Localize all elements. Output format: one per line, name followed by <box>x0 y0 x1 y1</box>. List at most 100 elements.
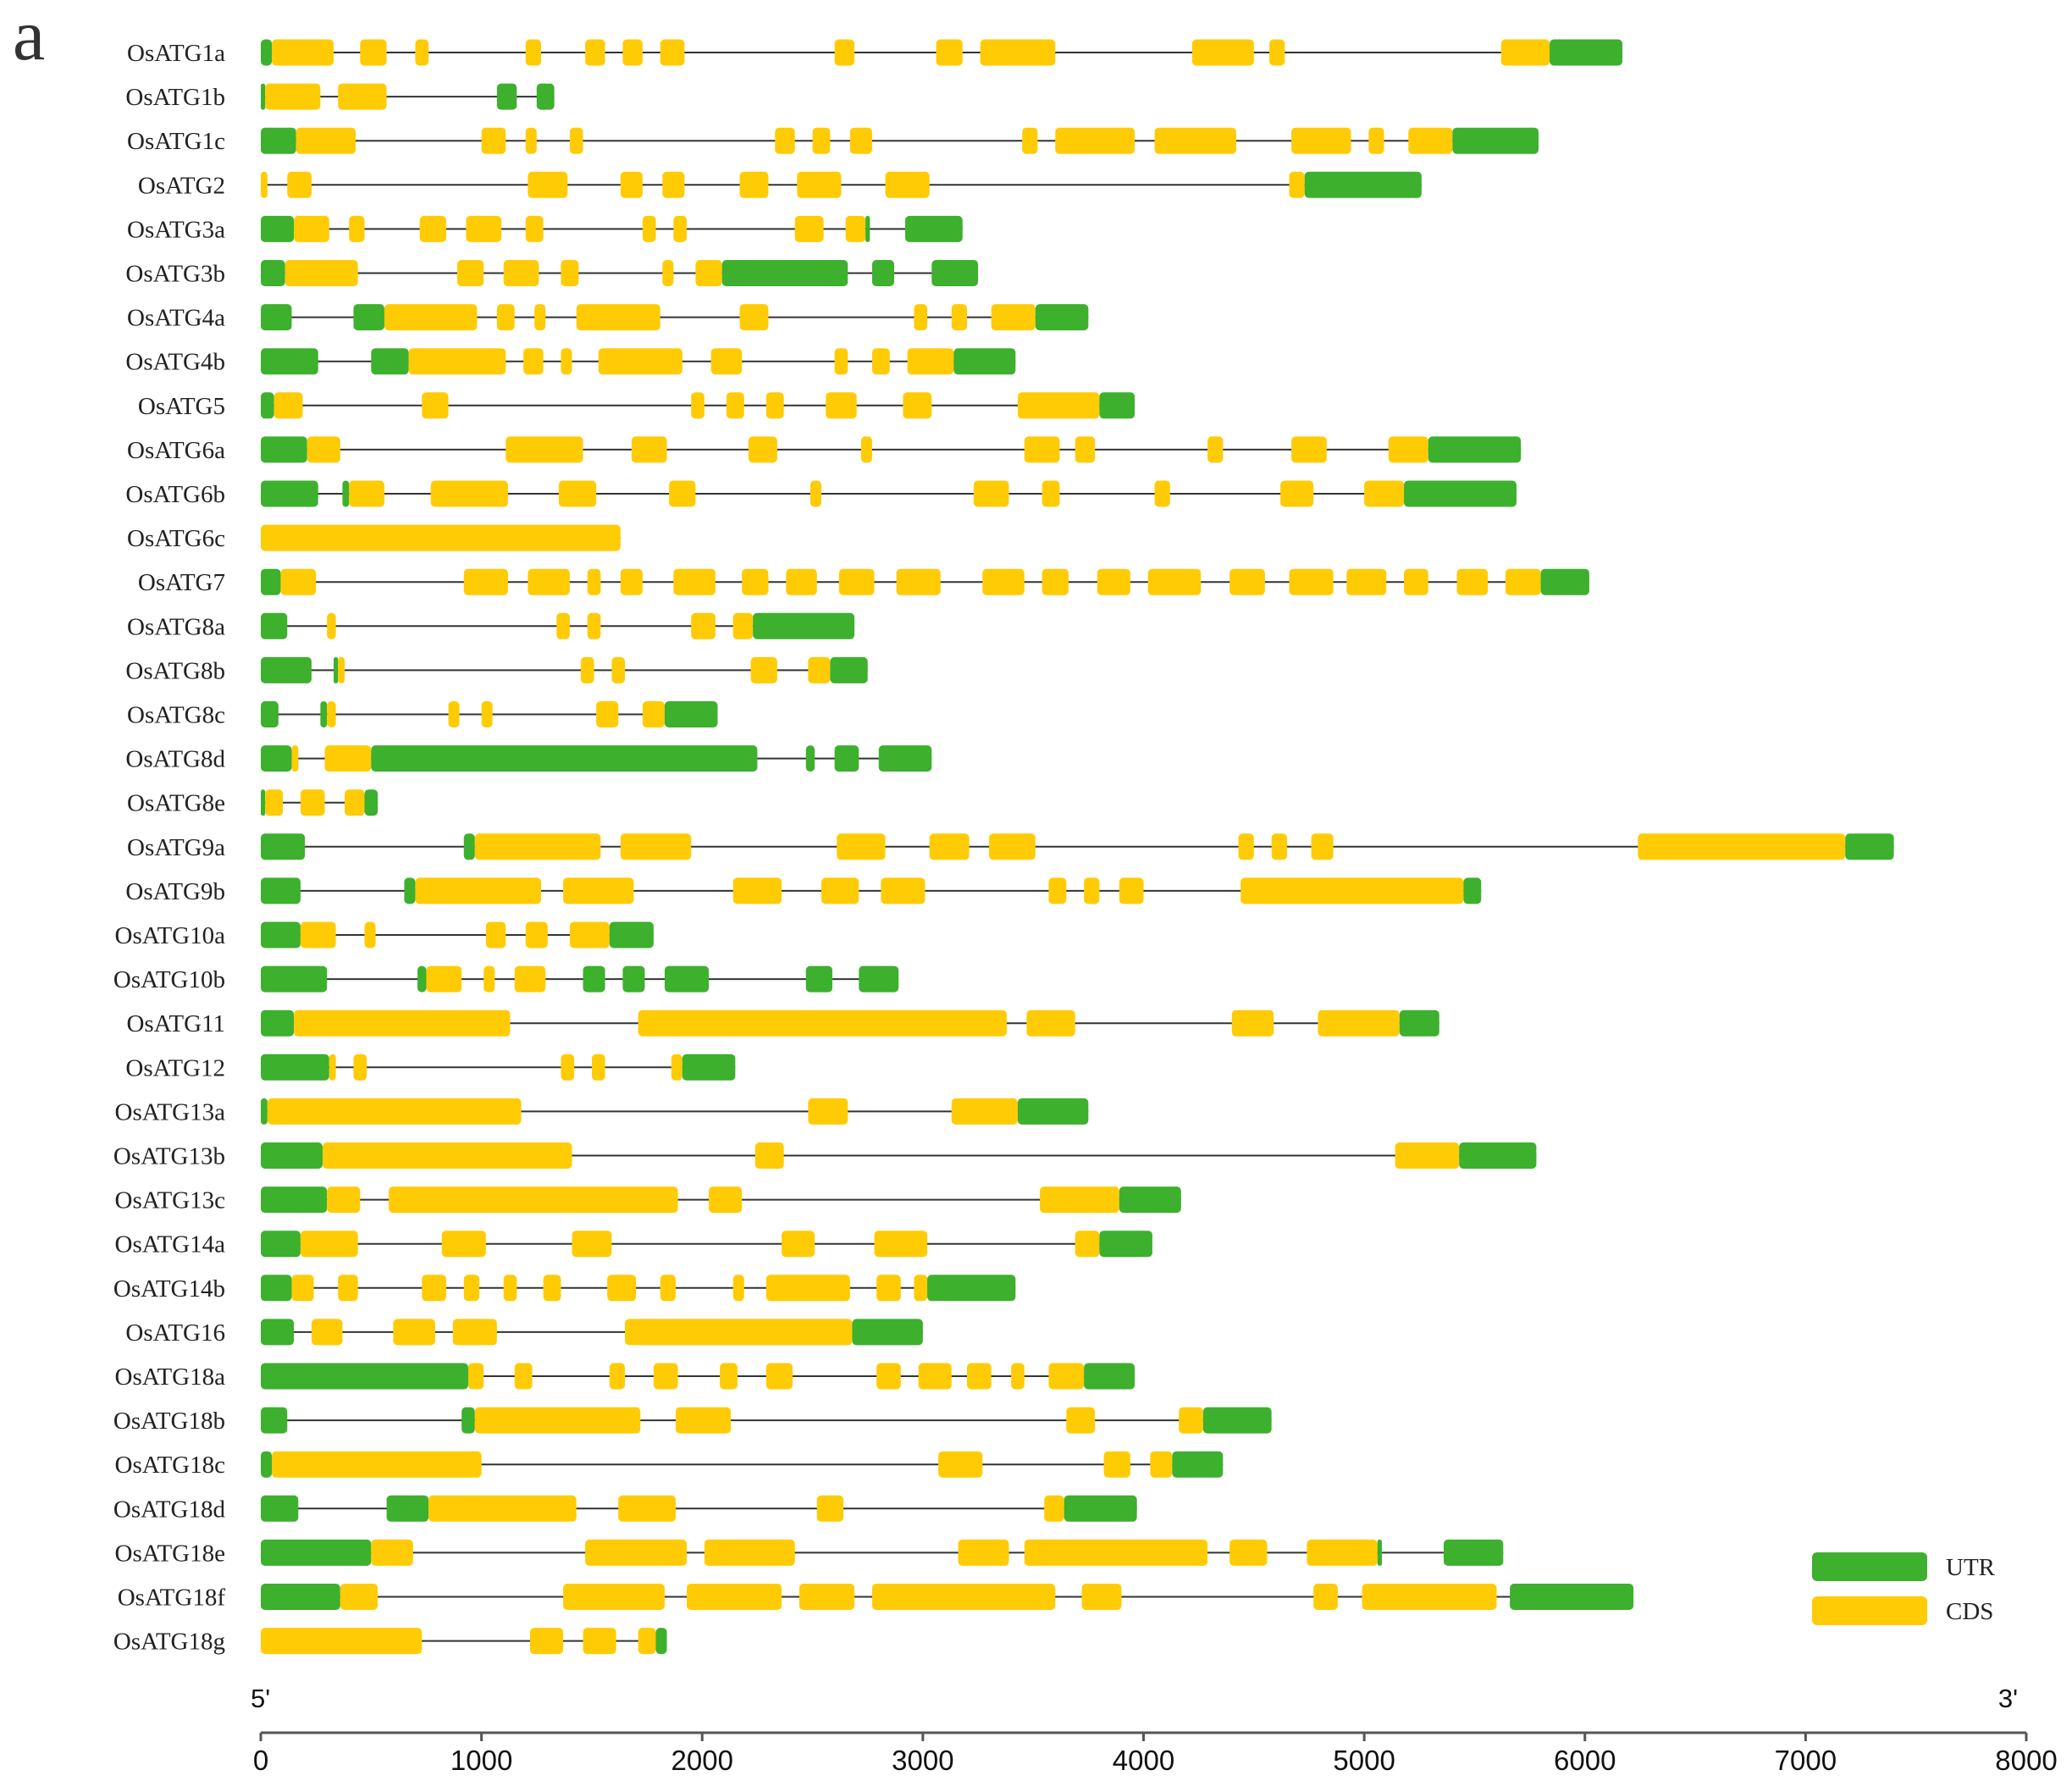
cds-segment <box>748 436 777 463</box>
cds-segment <box>834 348 848 375</box>
cds-segment <box>782 1231 815 1258</box>
cds-segment <box>876 1363 901 1390</box>
cds-segment <box>415 877 541 904</box>
utr-segment <box>261 701 279 727</box>
cds-segment <box>360 39 387 66</box>
cds-segment <box>272 1451 482 1478</box>
gene-row-OsATG6a: OsATG6a <box>127 436 1522 464</box>
utr-segment <box>353 304 384 331</box>
utr-segment <box>1845 833 1894 860</box>
cds-segment <box>660 39 685 66</box>
gene-label: OsATG18g <box>113 1629 225 1656</box>
cds-segment <box>1066 1407 1096 1434</box>
utr-segment <box>261 1275 292 1302</box>
utr-segment <box>1510 1584 1634 1610</box>
cds-segment <box>300 921 336 949</box>
cds-segment <box>673 568 716 595</box>
cds-segment <box>660 1275 676 1302</box>
cds-segment <box>1022 127 1038 154</box>
cds-segment <box>556 612 570 639</box>
cds-segment <box>274 392 303 419</box>
utr-segment <box>1119 1186 1181 1214</box>
gene-row-OsATG7: OsATG7 <box>138 568 1589 596</box>
cds-segment <box>631 436 667 463</box>
cds-segment <box>687 1584 782 1610</box>
utr-segment <box>261 1539 372 1566</box>
cds-segment <box>456 260 484 286</box>
utr-segment <box>261 127 296 154</box>
utr-segment <box>261 1231 301 1258</box>
utr-segment <box>852 1319 923 1346</box>
cds-segment <box>474 833 601 860</box>
cds-segment <box>503 260 539 286</box>
cds-segment <box>561 260 579 286</box>
cds-segment <box>669 480 696 507</box>
cds-segment <box>638 1009 1007 1037</box>
cds-segment <box>353 1054 367 1081</box>
cds-segment <box>415 39 429 66</box>
gene-label: OsATG1b <box>125 84 225 111</box>
cds-segment <box>1048 877 1067 904</box>
cds-segment <box>514 965 546 993</box>
cds-segment <box>982 568 1025 595</box>
cds-segment <box>885 171 930 198</box>
cds-segment <box>1048 1363 1085 1390</box>
cds-segment <box>1289 568 1334 595</box>
utr-segment <box>1428 436 1522 463</box>
cds-segment <box>265 789 284 816</box>
gene-row-OsATG14a: OsATG14a <box>115 1231 1152 1258</box>
utr-segment <box>261 1363 468 1390</box>
cds-segment <box>673 215 688 242</box>
gene-label: OsATG5 <box>138 393 225 420</box>
utr-segment <box>404 877 416 904</box>
cds-segment <box>338 656 345 683</box>
cds-segment <box>938 1451 983 1478</box>
utr-segment <box>1540 568 1589 595</box>
cds-segment <box>618 1495 676 1522</box>
cds-segment <box>1024 436 1060 463</box>
cds-segment <box>585 39 605 66</box>
gene-row-OsATG3a: OsATG3a <box>127 215 963 243</box>
cds-segment <box>587 568 601 595</box>
gene-row-OsATG18d: OsATG18d <box>113 1495 1137 1523</box>
x-tick-label: 4000 <box>1113 1745 1174 1776</box>
utr-segment <box>1377 1539 1382 1566</box>
cds-segment <box>340 1584 378 1610</box>
cds-segment <box>710 348 743 375</box>
utr-segment <box>261 789 266 816</box>
cds-segment <box>1119 877 1144 904</box>
cds-segment <box>1150 1451 1173 1478</box>
cds-segment <box>1346 568 1387 595</box>
cds-segment <box>525 215 544 242</box>
cds-segment <box>1147 568 1202 595</box>
cds-segment <box>1154 127 1236 154</box>
cds-segment <box>1026 1009 1075 1037</box>
gene-label: OsATG3a <box>127 216 225 243</box>
utr-segment <box>834 745 859 772</box>
cds-segment <box>543 1275 561 1302</box>
cds-segment <box>280 568 317 595</box>
cds-segment <box>695 260 722 286</box>
cds-segment <box>876 1275 901 1302</box>
cds-segment <box>1040 1186 1119 1214</box>
cds-segment <box>816 1495 844 1522</box>
utr-segment <box>261 1451 273 1478</box>
cds-segment <box>324 745 372 772</box>
utr-segment <box>371 348 409 375</box>
utr-segment <box>609 921 654 949</box>
utr-segment <box>261 612 288 639</box>
cds-segment <box>569 127 583 154</box>
utr-segment <box>622 965 645 993</box>
cds-segment <box>1229 1539 1268 1566</box>
gene-label: OsATG14a <box>115 1231 226 1258</box>
cds-segment <box>338 83 387 110</box>
gene-label: OsATG18a <box>115 1363 226 1391</box>
utr-segment <box>261 83 266 110</box>
cds-segment <box>591 1054 605 1081</box>
utr-segment <box>261 965 328 993</box>
utr-segment <box>261 1495 299 1522</box>
cds-segment <box>765 1363 793 1390</box>
utr-segment <box>261 304 292 331</box>
cds-segment <box>951 304 967 331</box>
cds-segment <box>1081 1584 1122 1610</box>
